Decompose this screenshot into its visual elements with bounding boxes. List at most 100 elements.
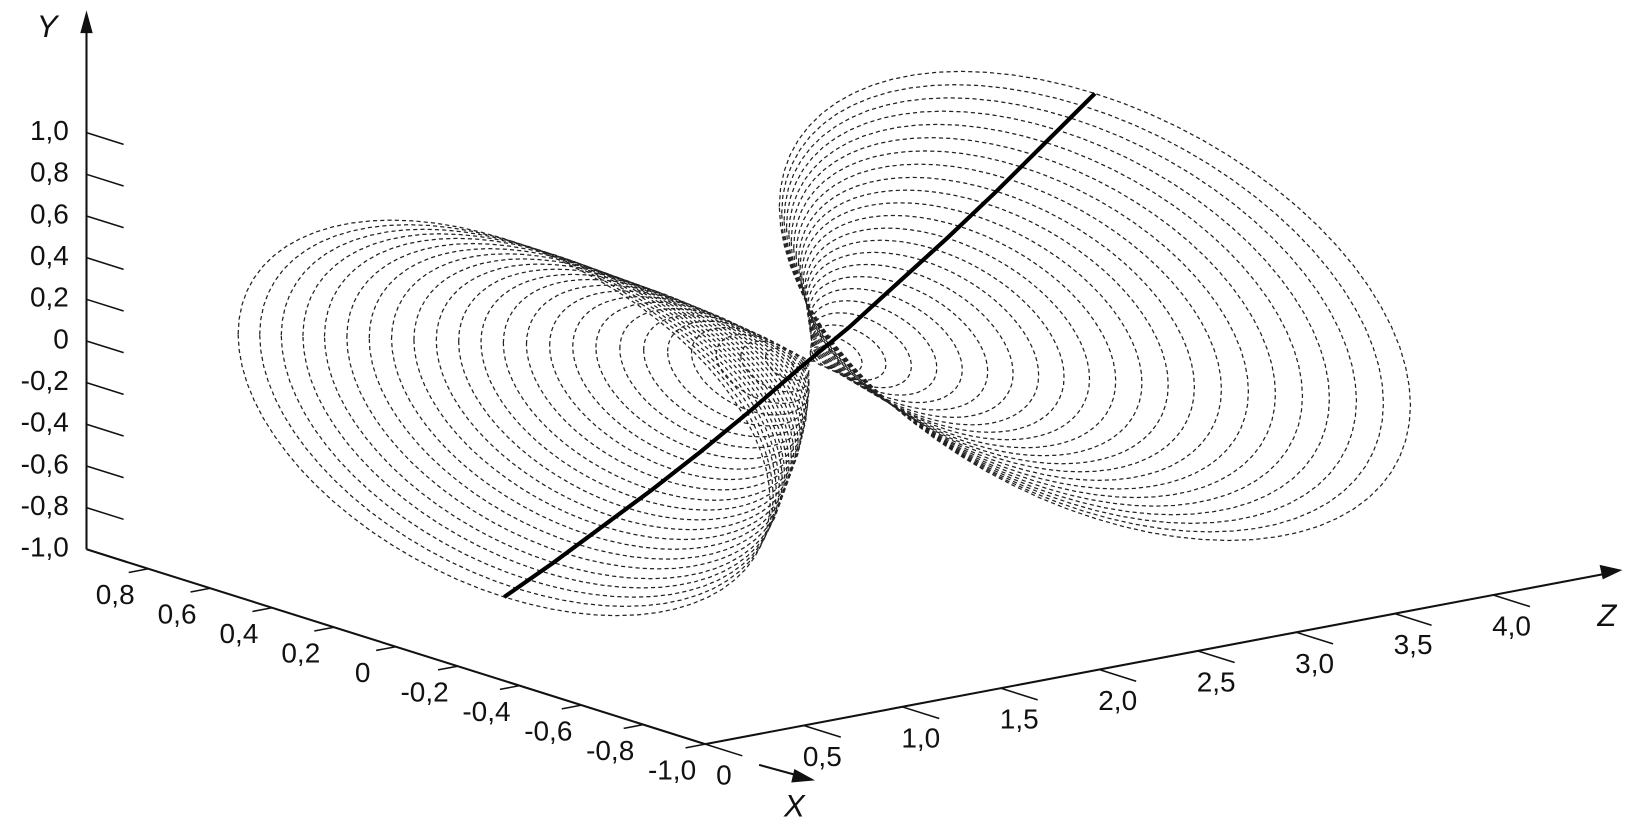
y-tick-label: 0,8 xyxy=(30,157,69,188)
x-tick xyxy=(252,606,273,613)
z-tick-label: 3,5 xyxy=(1394,629,1433,660)
surface-ring-fill xyxy=(801,202,1143,457)
z-tick-label: 2,0 xyxy=(1098,685,1137,716)
surface-ring xyxy=(788,123,1304,507)
z-tick-label: 1,0 xyxy=(901,722,940,753)
y-tick xyxy=(86,256,124,271)
surface-ring-fill xyxy=(619,308,808,449)
y-tick xyxy=(86,131,124,146)
surface-ring-fill xyxy=(302,233,780,589)
y-tick-label: -0,2 xyxy=(21,365,69,396)
x-tick-label: -0,8 xyxy=(586,735,634,766)
surface-ring-fill xyxy=(764,347,810,381)
z-tick xyxy=(901,706,940,720)
x-tick xyxy=(376,645,396,652)
surface-ring xyxy=(797,176,1196,473)
surface-ring-fill xyxy=(809,300,938,396)
z-tick xyxy=(1197,650,1235,664)
y-tick-label: -0,4 xyxy=(21,407,69,438)
surface xyxy=(237,70,1412,617)
x-tick xyxy=(128,568,149,574)
surface-ring-fill xyxy=(346,242,786,570)
surface-ring xyxy=(323,237,783,580)
surface-ring xyxy=(595,301,807,460)
curve xyxy=(502,92,1097,599)
x-tick xyxy=(685,743,706,749)
z-tick xyxy=(1394,612,1432,626)
y-tick xyxy=(86,173,124,187)
surface-ring xyxy=(413,258,792,541)
z-tick-label: 0 xyxy=(716,760,732,791)
surface-ring-fill xyxy=(799,189,1169,465)
x-tick-label: 0,8 xyxy=(96,579,135,610)
surface-ring xyxy=(804,227,1091,441)
surface-ring-fill xyxy=(793,150,1250,490)
surface-ring-fill xyxy=(572,295,806,470)
surface-ring xyxy=(690,326,810,416)
z-tick xyxy=(1492,594,1531,608)
x-axis-title: X xyxy=(783,789,806,824)
x-tick-label: 0,6 xyxy=(158,599,197,630)
x-tick xyxy=(437,665,458,671)
surface-ring xyxy=(807,275,989,411)
surface-ring-fill xyxy=(643,314,809,438)
surface-ring-fill xyxy=(480,273,799,511)
z-tick-label: 0,5 xyxy=(803,741,842,772)
x-tick xyxy=(561,704,582,710)
surface-ring-fill xyxy=(802,214,1117,449)
surface-ring-fill xyxy=(806,263,1014,418)
surface-ring xyxy=(237,219,771,617)
x-tick xyxy=(623,723,644,730)
surface-ring xyxy=(502,278,801,501)
z-axis xyxy=(705,572,1610,746)
z-tick xyxy=(1000,687,1038,701)
z-tick xyxy=(1295,631,1334,645)
surface-ring-fill xyxy=(805,251,1040,426)
surface-ring-fill xyxy=(805,239,1065,433)
y-tick-label: -1,0 xyxy=(21,532,69,563)
surface-ring-fill xyxy=(808,288,963,404)
surface-ring-fill xyxy=(259,224,774,608)
z-axis-title: Z xyxy=(1596,598,1617,633)
y-tick xyxy=(86,548,124,562)
surface-ring-fill xyxy=(740,340,810,393)
surface-ring-fill xyxy=(715,333,810,404)
y-tick-label: -0,6 xyxy=(21,448,69,479)
z-tick-label: 2,5 xyxy=(1197,666,1236,697)
y-tick-label: 0,6 xyxy=(30,198,69,229)
surface-ring-fill xyxy=(458,268,797,521)
surface-ring-fill xyxy=(795,163,1223,481)
x-tick xyxy=(314,626,335,632)
x-tick-label: -0,2 xyxy=(400,677,448,708)
y-tick-label: 0,2 xyxy=(30,282,69,313)
y-tick xyxy=(86,423,124,437)
y-tick xyxy=(86,465,124,479)
surface-ring-fill xyxy=(666,320,809,427)
surface-ring-fill xyxy=(280,228,777,598)
y-tick xyxy=(86,381,124,396)
y-tick xyxy=(86,506,124,521)
x-tick-label: 0,2 xyxy=(281,638,320,669)
y-axis-title: Y xyxy=(37,9,60,44)
x-tick xyxy=(190,587,211,593)
y-tick-label: -0,8 xyxy=(21,490,69,521)
x-tick-label: -0,6 xyxy=(524,716,572,747)
z-tick xyxy=(1098,668,1137,682)
x-tick-label: -1,0 xyxy=(648,754,696,785)
x-tick-label: -0,4 xyxy=(462,696,510,727)
surface-ring xyxy=(778,70,1412,542)
y-tick-label: 0,4 xyxy=(30,240,69,271)
surface-ring-fill xyxy=(390,253,790,550)
z-tick xyxy=(803,724,842,738)
z-arrow xyxy=(1599,564,1623,580)
surface-ring xyxy=(789,354,810,370)
surface-ring-fill xyxy=(549,290,804,481)
x-tick-label: 0,4 xyxy=(220,618,259,649)
x-arrow xyxy=(791,768,816,783)
y-tick xyxy=(86,298,124,312)
z-tick-label: 3,0 xyxy=(1295,648,1334,679)
y-tick xyxy=(86,340,124,354)
y-tick xyxy=(86,215,124,229)
